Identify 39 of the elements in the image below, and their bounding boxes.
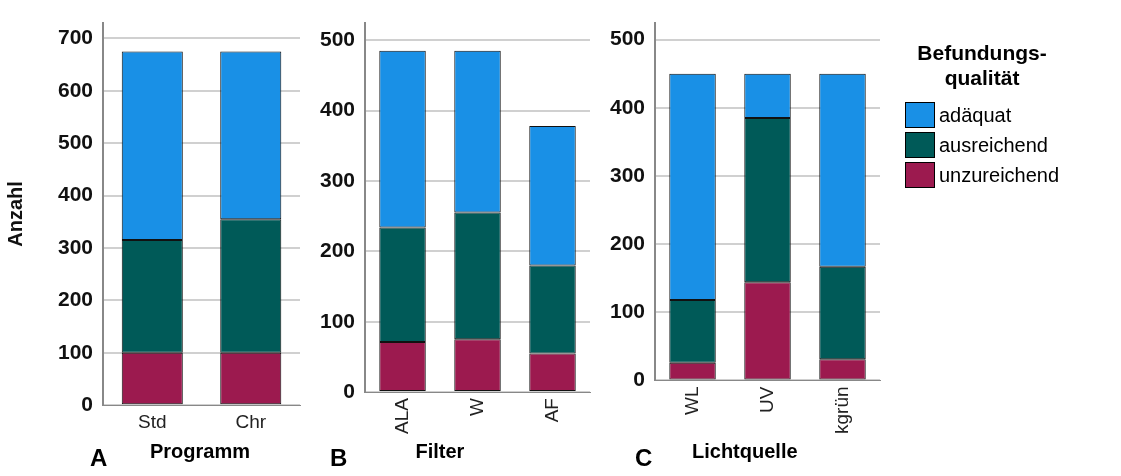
x-axis-title: Filter [415,440,465,463]
legend-label: unzureichend [939,163,1060,187]
y-tick-label: 300 [57,234,94,258]
y-tick-label: 400 [319,97,356,121]
x-tick-label: Std [138,410,167,432]
text: B [330,444,348,472]
x-tick-label: ALA [390,397,412,435]
y-tick-label: 500 [319,26,356,50]
y-tick-label: 0 [81,392,94,415]
y-tick-label: 500 [57,129,94,153]
y-tick-label: 600 [57,77,94,101]
legend-label: ausreichend [939,133,1048,157]
text: C [635,444,653,472]
x-tick-label: kgrün [830,386,852,434]
legend-title: Befundungs-qualität [916,40,1048,90]
x-axis-title: Programm [150,440,251,463]
y-tick-label: 200 [319,238,356,262]
x-tick-label: UV [755,386,777,413]
y-tick-label: 400 [609,94,646,118]
y-tick-label: 0 [633,367,646,391]
y-tick-label: 0 [343,378,356,402]
y-axis-title: Anzahl [3,181,26,247]
y-tick-label: 500 [609,26,646,50]
x-tick-label: WL [680,386,702,415]
x-axis-title: Lichtquelle [692,440,798,463]
x-tick-label: Chr [235,410,267,432]
x-tick-label: AF [540,398,562,423]
y-tick-label: 100 [57,339,94,363]
x-tick-label: W [465,398,487,417]
y-tick-label: 700 [57,25,94,49]
y-tick-label: 200 [57,287,94,311]
legend-label: adäquat [939,103,1012,127]
y-tick-label: 100 [609,299,646,323]
text: A [90,444,108,472]
y-tick-label: 300 [609,162,646,186]
y-tick-label: 400 [57,182,94,206]
y-tick-label: 200 [609,230,646,254]
y-tick-label: 100 [319,308,356,332]
y-tick-label: 300 [319,167,356,191]
